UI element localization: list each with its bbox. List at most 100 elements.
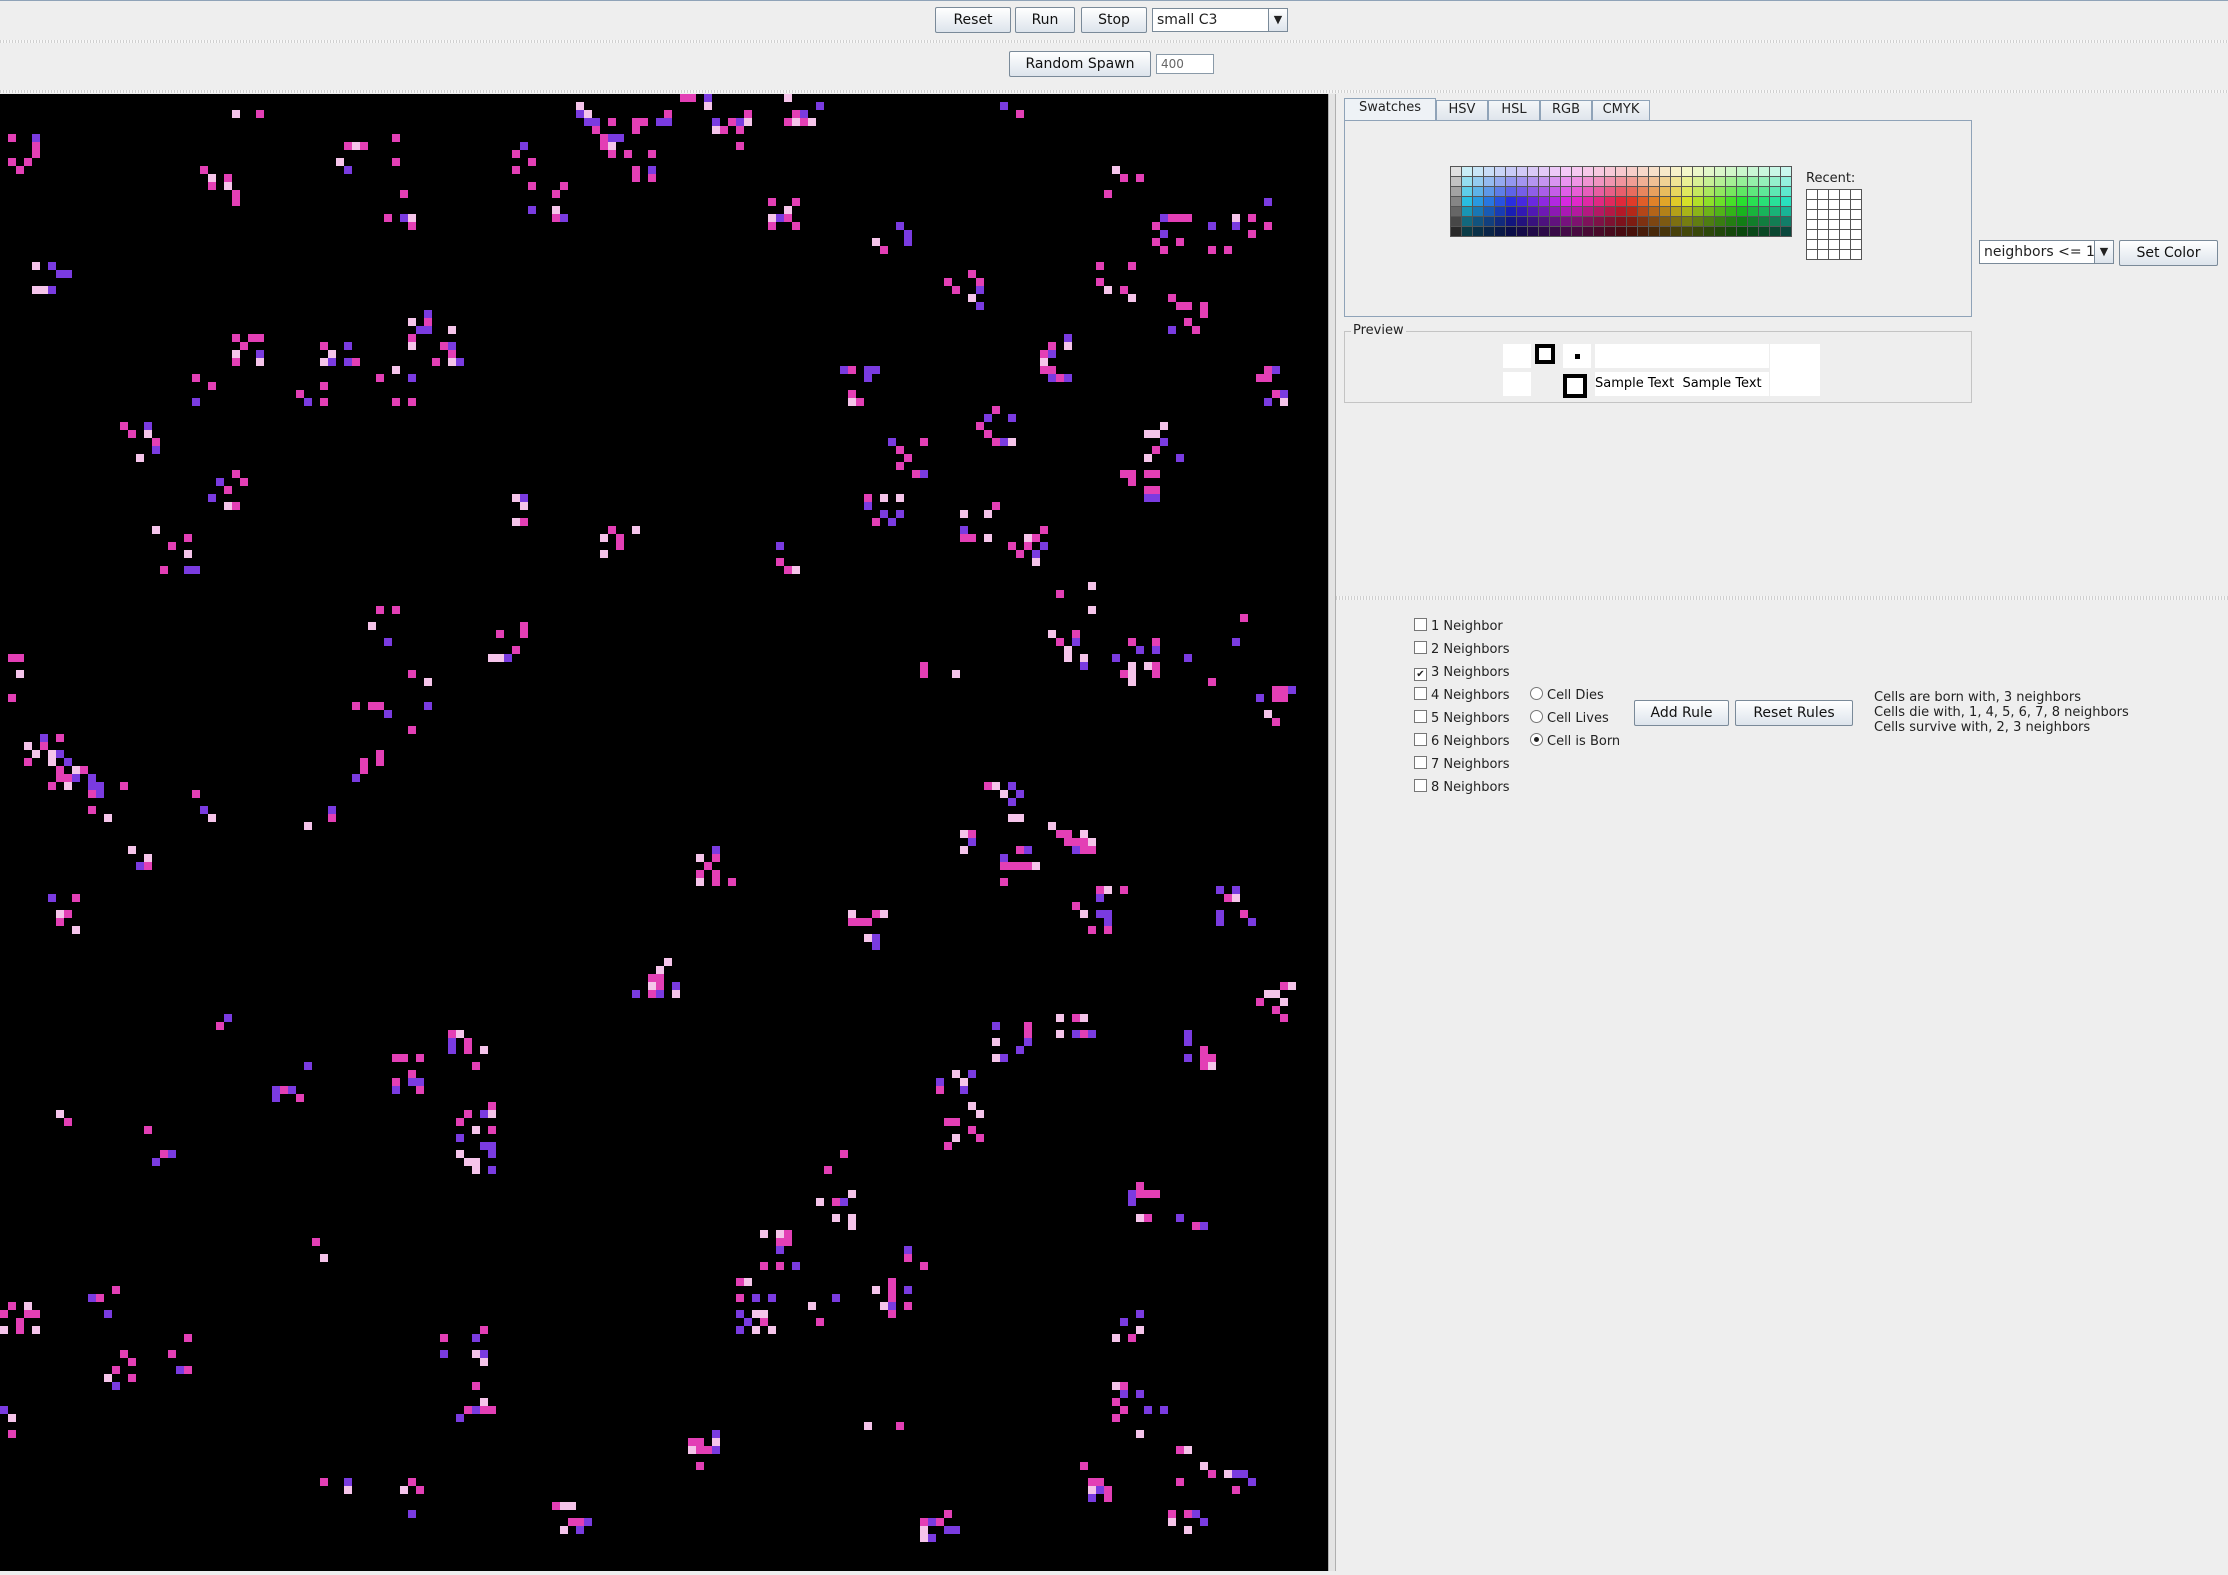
color-swatch[interactable] [1583,207,1593,216]
recent-swatch[interactable] [1851,220,1861,229]
color-swatch[interactable] [1451,207,1461,216]
color-swatch[interactable] [1726,227,1736,236]
color-swatch[interactable] [1594,167,1604,176]
color-swatch[interactable] [1561,227,1571,236]
chevron-down-icon[interactable]: ▼ [1268,9,1287,31]
color-swatch[interactable] [1572,177,1582,186]
color-swatch[interactable] [1616,197,1626,206]
color-swatch[interactable] [1649,207,1659,216]
recent-swatch[interactable] [1851,190,1861,199]
color-swatch[interactable] [1572,187,1582,196]
radio-dot[interactable] [1530,710,1543,723]
color-swatch[interactable] [1671,167,1681,176]
color-swatch[interactable] [1594,187,1604,196]
color-swatch[interactable] [1715,177,1725,186]
color-swatch[interactable] [1506,177,1516,186]
color-swatch[interactable] [1473,197,1483,206]
color-swatch[interactable] [1506,187,1516,196]
recent-swatch[interactable] [1818,210,1828,219]
color-swatch[interactable] [1649,167,1659,176]
chevron-down-icon[interactable]: ▼ [2094,241,2113,263]
recent-swatch[interactable] [1807,220,1817,229]
color-swatch[interactable] [1484,187,1494,196]
color-swatch[interactable] [1484,217,1494,226]
neighbor-checkbox-6[interactable]: 6 Neighbors [1414,733,1510,751]
color-swatch[interactable] [1715,217,1725,226]
color-swatch[interactable] [1517,217,1527,226]
color-swatch[interactable] [1715,227,1725,236]
color-swatch[interactable] [1748,187,1758,196]
color-swatch[interactable] [1715,207,1725,216]
color-swatch[interactable] [1704,177,1714,186]
color-swatch[interactable] [1704,187,1714,196]
color-swatch[interactable] [1550,177,1560,186]
color-swatch[interactable] [1528,207,1538,216]
color-swatch[interactable] [1627,197,1637,206]
tab-rgb[interactable]: RGB [1540,100,1592,120]
color-swatch[interactable] [1759,217,1769,226]
recent-swatch[interactable] [1851,250,1861,259]
color-swatch[interactable] [1572,227,1582,236]
spawn-count-input[interactable]: 400 [1156,54,1214,74]
recent-swatch[interactable] [1829,210,1839,219]
color-swatch[interactable] [1616,217,1626,226]
color-swatch[interactable] [1682,187,1692,196]
color-swatch[interactable] [1528,227,1538,236]
color-swatch[interactable] [1649,217,1659,226]
color-swatch[interactable] [1550,217,1560,226]
color-swatch[interactable] [1726,167,1736,176]
color-swatch[interactable] [1506,197,1516,206]
color-swatch[interactable] [1737,167,1747,176]
color-swatch[interactable] [1671,227,1681,236]
recent-swatch[interactable] [1840,250,1850,259]
recent-swatch[interactable] [1807,250,1817,259]
color-swatch[interactable] [1484,167,1494,176]
neighbor-checkbox-3[interactable]: ✔ 3 Neighbors [1414,664,1510,682]
color-swatch[interactable] [1462,187,1472,196]
color-swatch[interactable] [1583,177,1593,186]
color-swatch[interactable] [1638,197,1648,206]
color-swatch[interactable] [1682,207,1692,216]
color-swatch[interactable] [1572,197,1582,206]
color-swatch[interactable] [1770,227,1780,236]
checkbox-box[interactable] [1414,779,1427,792]
color-swatch[interactable] [1539,167,1549,176]
color-swatch[interactable] [1748,177,1758,186]
color-swatch[interactable] [1550,187,1560,196]
color-swatch[interactable] [1770,217,1780,226]
neighbor-checkbox-8[interactable]: 8 Neighbors [1414,779,1510,797]
recent-swatch[interactable] [1807,210,1817,219]
color-swatch[interactable] [1715,187,1725,196]
tab-cmyk[interactable]: CMYK [1592,100,1650,120]
color-swatch[interactable] [1660,197,1670,206]
color-swatch[interactable] [1495,227,1505,236]
color-swatch[interactable] [1671,177,1681,186]
color-swatch[interactable] [1550,227,1560,236]
color-swatch[interactable] [1693,227,1703,236]
color-swatch[interactable] [1627,207,1637,216]
color-swatch[interactable] [1638,167,1648,176]
color-swatch[interactable] [1539,227,1549,236]
color-swatch[interactable] [1473,177,1483,186]
color-swatch[interactable] [1627,177,1637,186]
color-swatch[interactable] [1660,227,1670,236]
color-swatch[interactable] [1649,177,1659,186]
reset-button[interactable]: Reset [935,7,1011,33]
recent-swatch[interactable] [1807,240,1817,249]
recent-swatch[interactable] [1818,230,1828,239]
color-swatch[interactable] [1550,167,1560,176]
color-swatch[interactable] [1561,187,1571,196]
color-swatch[interactable] [1704,167,1714,176]
recent-swatch[interactable] [1818,250,1828,259]
color-swatch[interactable] [1638,217,1648,226]
recent-swatch[interactable] [1818,240,1828,249]
color-swatch[interactable] [1693,217,1703,226]
color-swatch[interactable] [1616,167,1626,176]
color-swatch[interactable] [1528,217,1538,226]
color-swatch[interactable] [1528,197,1538,206]
recent-swatch[interactable] [1840,220,1850,229]
color-swatch[interactable] [1770,187,1780,196]
preset-select[interactable]: small C3 ▼ [1152,8,1288,32]
neighbor-checkbox-5[interactable]: 5 Neighbors [1414,710,1510,728]
color-swatch[interactable] [1594,217,1604,226]
